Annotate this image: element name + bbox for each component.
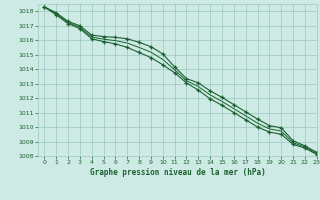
- X-axis label: Graphe pression niveau de la mer (hPa): Graphe pression niveau de la mer (hPa): [90, 168, 266, 177]
